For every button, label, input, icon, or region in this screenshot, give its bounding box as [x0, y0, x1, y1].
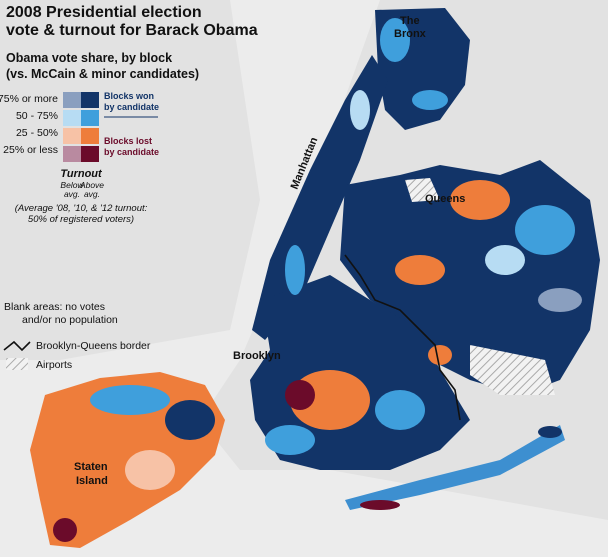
won-label: Blocks won [104, 91, 154, 101]
swatch [63, 128, 81, 144]
turnout-note: 50% of registered voters) [28, 214, 134, 225]
swatch [81, 128, 99, 144]
note: and/or no population [22, 314, 118, 326]
legend: 75% or more 50 - 75% 25 - 50% 25% or les… [0, 91, 159, 225]
won-label: by candidate [104, 102, 159, 112]
block-patches [53, 18, 582, 542]
swatch [63, 110, 81, 126]
borough-label: Staten [74, 461, 108, 473]
subtitle: Obama vote share, by block [6, 51, 172, 65]
lost-label: by candidate [104, 147, 159, 157]
swatch [81, 110, 99, 126]
borough-label: Queens [425, 193, 465, 205]
legend-label: 50 - 75% [16, 110, 58, 122]
turnout-label: avg. [64, 189, 80, 199]
borough-border [344, 254, 461, 421]
legend-label: 25 - 50% [16, 127, 58, 139]
note: Brooklyn-Queens border [36, 340, 151, 352]
swatch [63, 92, 81, 108]
subtitle: (vs. McCain & minor candidates) [6, 67, 199, 81]
legend-label: 75% or more [0, 93, 58, 105]
swatch [81, 92, 99, 108]
title: vote & turnout for Barack Obama [6, 22, 258, 39]
swatch [63, 146, 81, 162]
turnout-label: avg. [84, 189, 100, 199]
title: 2008 Presidential election [6, 4, 202, 21]
borough-label: Island [76, 475, 108, 487]
turnout-label: Above [79, 180, 104, 190]
rockaway [345, 425, 565, 510]
borough-label: The [400, 15, 420, 27]
note: Blank areas: no votes [4, 301, 105, 313]
turnout-title: Turnout [60, 168, 103, 180]
airport-key [6, 358, 28, 370]
turnout-label: Below [60, 180, 84, 190]
lost-label: Blocks lost [104, 136, 152, 146]
legend-label: 25% or less [3, 144, 58, 156]
turnout-note: (Average '08, '10, & '12 turnout: [15, 203, 148, 214]
airport [405, 178, 440, 202]
airport [470, 345, 555, 395]
border-key [3, 340, 31, 352]
swatch [81, 146, 99, 162]
borough-label: Brooklyn [233, 350, 281, 362]
borough-label: Bronx [394, 28, 427, 40]
note: Airports [36, 359, 72, 371]
